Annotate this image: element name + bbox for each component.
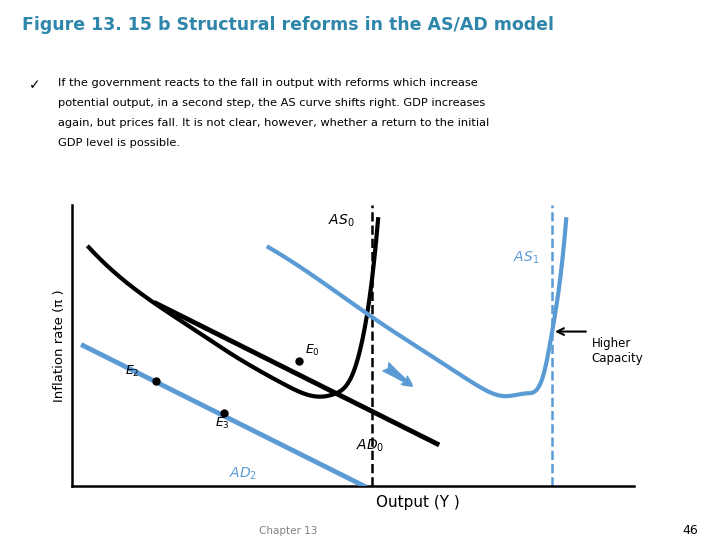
Text: GDP level is possible.: GDP level is possible. <box>58 138 179 149</box>
Text: potential output, in a second step, the AS curve shifts right. GDP increases: potential output, in a second step, the … <box>58 98 485 109</box>
Text: Chapter 13: Chapter 13 <box>258 525 318 536</box>
Text: Figure 13. 15 b Structural reforms in the AS/AD model: Figure 13. 15 b Structural reforms in th… <box>22 16 554 34</box>
Text: $AS_0$: $AS_0$ <box>328 213 354 230</box>
Text: $E_3$: $E_3$ <box>215 416 230 431</box>
Text: Higher
Capacity: Higher Capacity <box>592 337 643 365</box>
Text: Output (Y ): Output (Y ) <box>376 495 459 510</box>
Text: If the government reacts to the fall in output with reforms which increase: If the government reacts to the fall in … <box>58 78 477 89</box>
Text: $E_2$: $E_2$ <box>125 364 140 379</box>
Text: $AD_0$: $AD_0$ <box>356 437 384 454</box>
Text: ✓: ✓ <box>29 78 40 92</box>
Text: 46: 46 <box>683 523 698 537</box>
Text: again, but prices fall. It is not clear, however, whether a return to the initia: again, but prices fall. It is not clear,… <box>58 118 489 129</box>
Y-axis label: Inflation rate (π ): Inflation rate (π ) <box>53 289 66 402</box>
Text: $E_0$: $E_0$ <box>305 343 320 358</box>
Text: $AD_2$: $AD_2$ <box>229 465 257 482</box>
Text: $AS_1$: $AS_1$ <box>513 249 539 266</box>
